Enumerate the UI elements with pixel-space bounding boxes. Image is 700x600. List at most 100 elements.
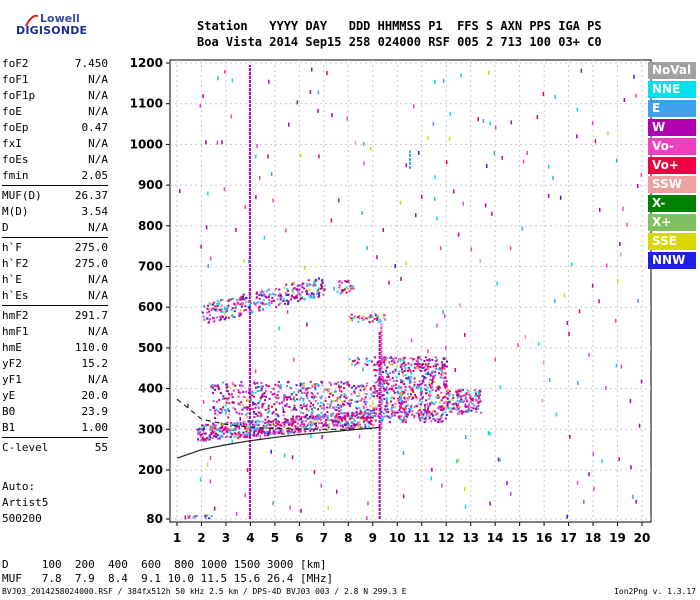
echo-point	[284, 404, 287, 407]
echo-point	[215, 428, 218, 431]
x-tick-label: 20	[634, 531, 651, 545]
echo-point	[352, 287, 355, 290]
echo-point	[399, 359, 402, 362]
param-label: fmin	[2, 169, 29, 182]
echo-point	[225, 401, 228, 404]
echo-point	[337, 384, 340, 387]
echo-point	[309, 417, 312, 420]
echo-point	[393, 411, 396, 414]
echo-point	[349, 284, 352, 287]
echo-point	[238, 403, 241, 406]
echo-point	[309, 429, 312, 432]
echo-point	[440, 399, 443, 402]
echo-point	[333, 382, 336, 385]
param-label: yF1	[2, 373, 22, 386]
echo-point	[270, 420, 273, 423]
echo-point	[442, 405, 445, 408]
echo-point	[277, 390, 280, 393]
echo-point	[213, 417, 216, 420]
station-header: Station YYYY DAY DDD HHMMSS P1 FFS S AXN…	[197, 18, 602, 50]
echo-point	[304, 430, 307, 433]
echo-point	[424, 416, 427, 419]
echo-point	[222, 406, 225, 409]
echo-point	[239, 435, 242, 438]
echo-point	[239, 303, 242, 306]
echo-point	[257, 432, 260, 435]
echo-point	[301, 286, 304, 289]
echo-point	[245, 434, 248, 437]
echo-point	[399, 406, 402, 409]
echo-point	[219, 411, 222, 414]
echo-point	[248, 387, 251, 390]
echo-point	[439, 368, 442, 371]
echo-point	[319, 418, 322, 421]
echo-point	[315, 292, 318, 295]
echo-point	[227, 306, 230, 309]
echo-point	[308, 283, 311, 286]
echo-point	[439, 376, 442, 379]
echo-point	[207, 304, 210, 307]
echo-point	[222, 432, 225, 435]
echo-point	[298, 418, 301, 421]
param-value: N/A	[88, 73, 108, 86]
echo-point	[399, 410, 402, 413]
y-tick-label: 400	[138, 382, 163, 396]
echo-point	[211, 429, 214, 432]
echo-point	[463, 400, 466, 403]
echo-point	[414, 363, 417, 366]
echo-point	[294, 430, 297, 433]
param-row: h`E N/A	[2, 272, 108, 288]
echo-point	[262, 299, 265, 302]
echo-point	[469, 393, 472, 396]
echo-point	[332, 394, 335, 397]
echo-point	[300, 297, 303, 300]
echo-point	[248, 292, 251, 295]
echo-point	[320, 283, 323, 286]
echo-point	[214, 308, 217, 311]
echo-point	[464, 410, 467, 413]
echo-point	[437, 407, 440, 410]
echo-point	[521, 226, 523, 231]
echo-point	[347, 281, 350, 284]
echo-point	[251, 420, 254, 423]
echo-point	[378, 412, 381, 415]
echo-point	[493, 151, 496, 156]
echo-point	[385, 401, 388, 404]
echo-point	[403, 361, 406, 364]
echo-point	[326, 411, 329, 414]
echo-point	[398, 370, 401, 373]
echo-point	[398, 409, 401, 412]
echo-point	[225, 383, 228, 386]
echo-point	[428, 359, 431, 362]
param-row: B1 1.00	[2, 420, 108, 436]
echo-point	[337, 413, 340, 416]
echo-point	[468, 408, 471, 411]
echo-point	[216, 299, 219, 302]
echo-point	[346, 116, 349, 121]
echo-point	[410, 397, 413, 400]
echo-point	[386, 376, 389, 379]
echo-point	[335, 405, 338, 408]
echo-point	[358, 434, 361, 439]
echo-point	[437, 420, 440, 423]
echo-point	[408, 409, 411, 412]
echo-point	[299, 428, 302, 431]
echo-point	[317, 417, 320, 420]
echo-point	[237, 436, 240, 439]
echo-point	[231, 298, 234, 301]
echo-point	[262, 394, 265, 397]
echo-point	[315, 424, 318, 427]
echo-point	[264, 421, 267, 424]
echo-point	[225, 409, 228, 412]
echo-point	[461, 388, 464, 391]
echo-point	[320, 397, 323, 400]
echo-point	[432, 121, 435, 126]
echo-point	[305, 392, 308, 395]
echo-point	[429, 395, 432, 398]
echo-point	[464, 403, 467, 408]
echo-point	[260, 389, 263, 392]
echo-point	[419, 406, 422, 409]
echo-point	[240, 295, 243, 298]
echo-point	[214, 409, 217, 412]
echo-point	[329, 405, 332, 408]
